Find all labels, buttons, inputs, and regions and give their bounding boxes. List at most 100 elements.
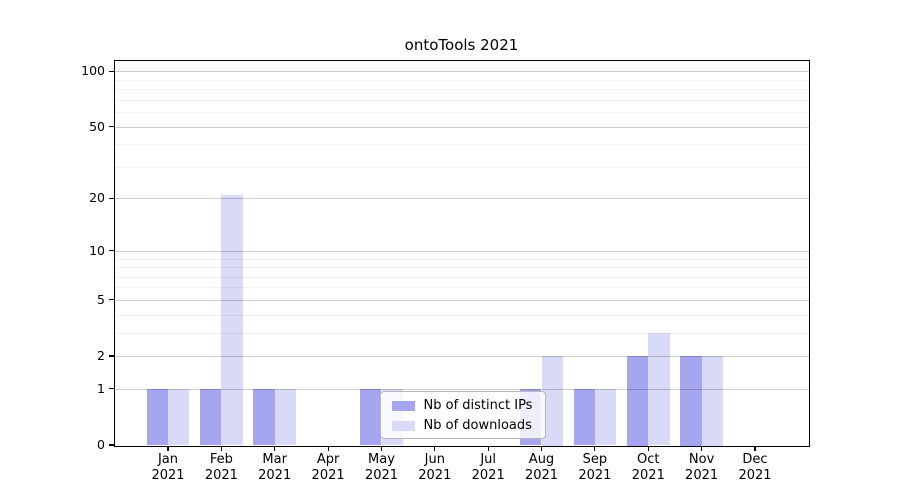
bar-nb-of-distinct-ips-may (360, 388, 382, 446)
bar-nb-of-downloads-jan (168, 388, 190, 446)
bar-nb-of-downloads-oct (648, 332, 670, 446)
gridline-y-7 (114, 276, 809, 278)
x-tick-month: Jun (424, 451, 445, 467)
x-tick-mark-nov (701, 446, 703, 451)
gridline-y-3 (114, 332, 809, 334)
legend: Nb of distinct IPs Nb of downloads (379, 390, 546, 439)
legend-label: Nb of distinct IPs (423, 398, 533, 413)
y-tick-mark-5 (109, 299, 114, 301)
x-tick-year: 2021 (311, 468, 345, 483)
x-tick-month: Mar (262, 451, 287, 467)
x-tick-mark-jul (487, 446, 489, 451)
x-tick-mark-feb (220, 446, 222, 451)
x-tick-label-jan: Jan 2021 (128, 452, 208, 485)
gridline-y-80 (114, 89, 809, 91)
bar-nb-of-distinct-ips-jan (146, 388, 168, 446)
x-tick-mark-oct (647, 446, 649, 451)
x-tick-month: Feb (209, 451, 233, 467)
x-tick-label-nov: Nov 2021 (662, 452, 742, 485)
gridline-y-2 (114, 356, 809, 357)
x-tick-label-may: May 2021 (342, 452, 422, 485)
bar-nb-of-downloads-aug (541, 356, 563, 446)
y-tick-label-20: 20 (89, 190, 105, 206)
legend-swatch-nb-of-downloads (391, 420, 415, 431)
y-tick-mark-100 (109, 70, 114, 72)
x-tick-year: 2021 (204, 468, 238, 483)
x-tick-year: 2021 (738, 468, 772, 483)
x-tick-month: Dec (742, 451, 768, 467)
x-tick-month: Oct (637, 451, 660, 467)
x-tick-label-dec: Dec 2021 (715, 452, 795, 485)
x-tick-mark-apr (327, 446, 329, 451)
gridline-y-4 (114, 314, 809, 316)
legend-item: Nb of distinct IPs (391, 396, 537, 416)
y-tick-mark-10 (109, 250, 114, 252)
bar-nb-of-distinct-ips-nov (680, 356, 702, 446)
y-tick-label-2: 2 (97, 348, 105, 363)
gridline-y-1 (114, 388, 809, 390)
bar-nb-of-distinct-ips-sep (573, 388, 595, 446)
gridline-y-9 (114, 258, 809, 260)
y-tick-mark-0 (109, 444, 114, 446)
gridline-y-30 (114, 166, 809, 168)
x-tick-year: 2021 (258, 468, 292, 483)
y-tick-mark-1 (109, 388, 114, 390)
gridline-y-8 (114, 267, 809, 268)
bar-nb-of-distinct-ips-feb (200, 388, 222, 446)
x-tick-label-mar: Mar 2021 (235, 452, 315, 485)
bar-nb-of-downloads-nov (701, 356, 723, 446)
bar-nb-of-distinct-ips-mar (253, 388, 275, 446)
y-tick-label-5: 5 (97, 291, 105, 307)
y-tick-label-0: 0 (97, 437, 105, 452)
y-tick-label-1: 1 (97, 380, 105, 396)
x-tick-mark-sep (594, 446, 596, 451)
x-tick-label-sep: Sep 2021 (555, 452, 635, 485)
gridline-y-70 (114, 99, 809, 101)
gridline-y-60 (114, 112, 809, 113)
x-tick-mark-may (380, 446, 383, 451)
gridline-y-6 (114, 287, 809, 289)
legend-swatch-nb-of-distinct-ips (391, 400, 415, 411)
x-tick-month: Sep (582, 451, 608, 467)
x-tick-mark-jun (434, 446, 436, 451)
x-tick-year: 2021 (578, 468, 612, 483)
y-tick-label-100: 100 (81, 63, 105, 79)
bar-nb-of-distinct-ips-oct (626, 356, 649, 446)
y-tick-mark-20 (109, 197, 114, 199)
gridline-y-20 (114, 198, 809, 200)
x-tick-month: May (368, 451, 395, 467)
bar-nb-of-downloads-feb (221, 194, 243, 446)
x-tick-month: Jul (480, 451, 497, 467)
y-tick-label-50: 50 (89, 118, 105, 134)
x-tick-mark-jan (167, 446, 169, 451)
legend-label: Nb of downloads (423, 418, 532, 433)
gridline-y-5 (114, 299, 809, 301)
x-tick-mark-aug (540, 446, 543, 451)
x-tick-year: 2021 (524, 468, 559, 483)
gridline-y-10 (114, 250, 809, 252)
x-tick-mark-mar (274, 446, 276, 451)
x-tick-label-feb: Feb 2021 (181, 452, 261, 485)
x-tick-year: 2021 (418, 468, 452, 483)
x-tick-month: Apr (316, 451, 340, 467)
x-tick-year: 2021 (471, 468, 505, 483)
x-tick-label-apr: Apr 2021 (288, 452, 368, 485)
gridline-y-40 (114, 144, 809, 146)
x-tick-label-oct: Oct 2021 (608, 452, 688, 485)
gridline-y-90 (114, 79, 809, 81)
x-tick-label-jun: Jun 2021 (395, 452, 475, 485)
x-tick-month: Jan (157, 451, 179, 467)
x-tick-label-aug: Aug 2021 (502, 452, 582, 485)
x-tick-year: 2021 (364, 468, 399, 483)
legend-item: Nb of downloads (391, 416, 537, 436)
x-tick-year: 2021 (685, 468, 719, 483)
x-tick-year: 2021 (631, 468, 665, 483)
y-tick-mark-2 (109, 355, 114, 357)
gridline-y-100 (114, 71, 809, 73)
x-tick-month: Aug (528, 451, 555, 467)
chart-title: ontoTools 2021 (404, 36, 519, 54)
x-tick-year: 2021 (151, 468, 185, 483)
bar-nb-of-downloads-sep (594, 388, 617, 446)
y-tick-label-10: 10 (89, 242, 105, 258)
